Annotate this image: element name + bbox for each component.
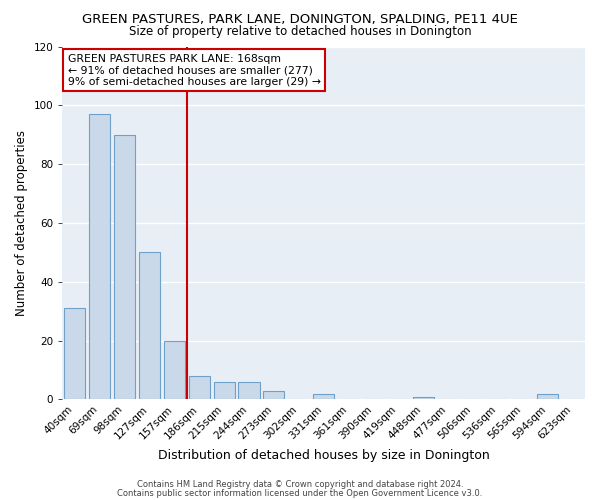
Bar: [188, 376, 210, 400]
Bar: [114, 134, 135, 400]
Bar: [313, 394, 334, 400]
Bar: [214, 382, 235, 400]
X-axis label: Distribution of detached houses by size in Donington: Distribution of detached houses by size …: [158, 450, 490, 462]
Text: Size of property relative to detached houses in Donington: Size of property relative to detached ho…: [128, 25, 472, 38]
Bar: [64, 308, 85, 400]
Bar: [238, 382, 260, 400]
Bar: [139, 252, 160, 400]
Text: GREEN PASTURES, PARK LANE, DONINGTON, SPALDING, PE11 4UE: GREEN PASTURES, PARK LANE, DONINGTON, SP…: [82, 12, 518, 26]
Bar: [164, 340, 185, 400]
Bar: [413, 396, 434, 400]
Bar: [537, 394, 558, 400]
Text: Contains public sector information licensed under the Open Government Licence v3: Contains public sector information licen…: [118, 488, 482, 498]
Text: Contains HM Land Registry data © Crown copyright and database right 2024.: Contains HM Land Registry data © Crown c…: [137, 480, 463, 489]
Bar: [263, 390, 284, 400]
Bar: [89, 114, 110, 400]
Y-axis label: Number of detached properties: Number of detached properties: [15, 130, 28, 316]
Text: GREEN PASTURES PARK LANE: 168sqm
← 91% of detached houses are smaller (277)
9% o: GREEN PASTURES PARK LANE: 168sqm ← 91% o…: [68, 54, 320, 87]
